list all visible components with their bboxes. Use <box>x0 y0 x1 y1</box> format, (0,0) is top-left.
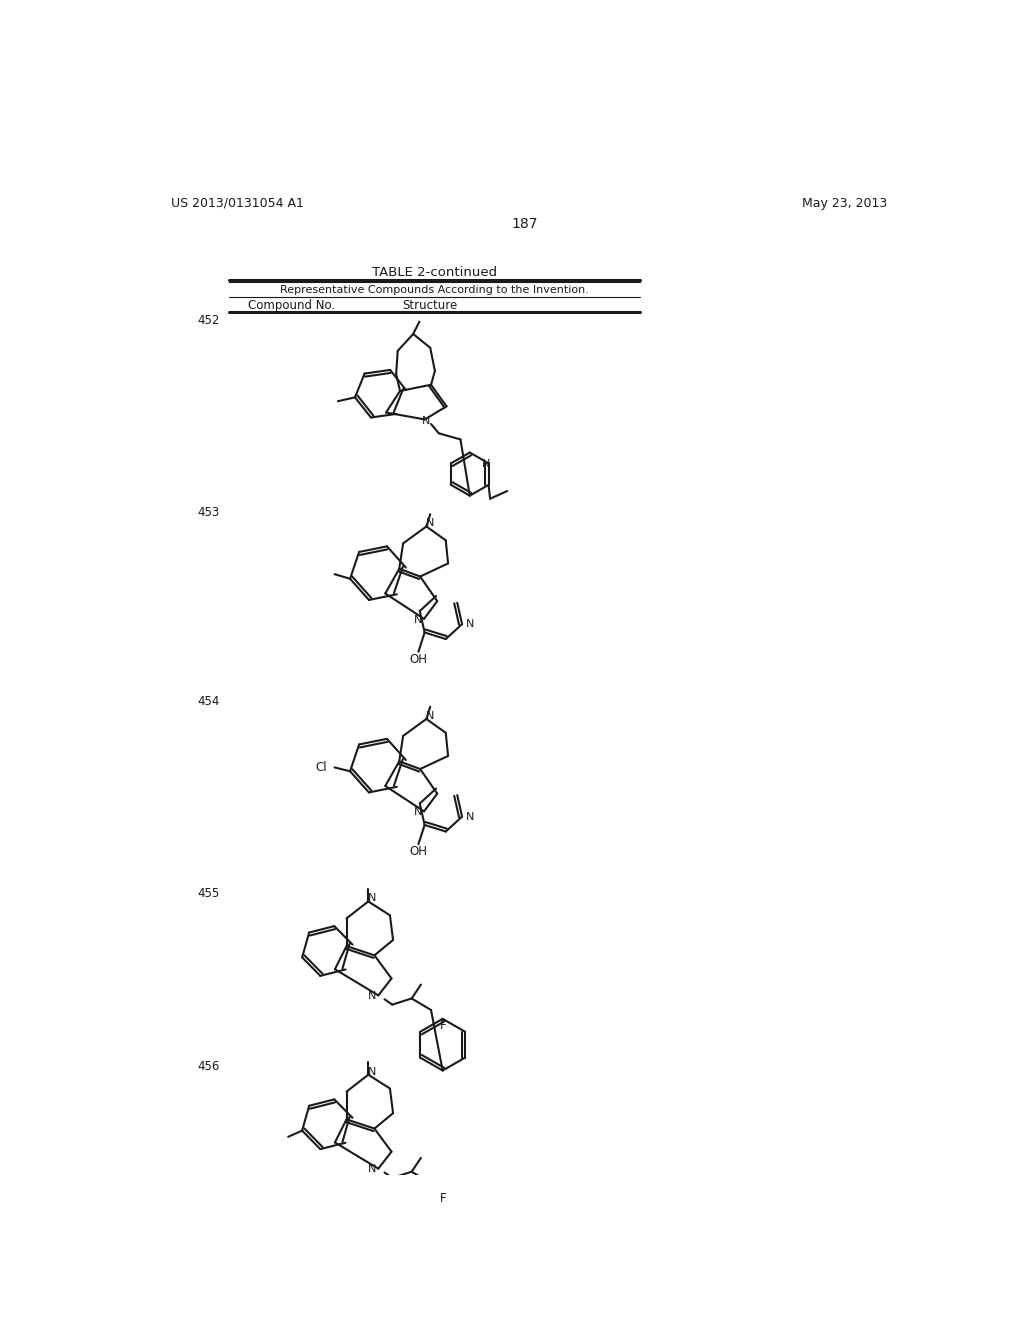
Text: 453: 453 <box>198 506 220 519</box>
Text: 455: 455 <box>198 887 220 900</box>
Text: May 23, 2013: May 23, 2013 <box>802 197 888 210</box>
Text: F: F <box>440 1019 446 1031</box>
Text: Structure: Structure <box>402 298 458 312</box>
Text: N: N <box>368 1164 376 1175</box>
Text: OH: OH <box>410 845 427 858</box>
Text: N: N <box>414 807 422 817</box>
Text: N: N <box>368 991 376 1001</box>
Text: US 2013/0131054 A1: US 2013/0131054 A1 <box>171 197 303 210</box>
Text: OH: OH <box>410 653 427 665</box>
Text: Cl: Cl <box>315 760 327 774</box>
Text: N: N <box>466 812 474 821</box>
Text: N: N <box>482 459 490 469</box>
Text: 452: 452 <box>198 314 220 326</box>
Text: 456: 456 <box>198 1060 220 1073</box>
Text: N: N <box>426 519 434 528</box>
Text: Compound No.: Compound No. <box>248 298 335 312</box>
Text: N: N <box>368 1067 376 1077</box>
Text: TABLE 2-continued: TABLE 2-continued <box>372 265 497 279</box>
Text: N: N <box>422 416 430 426</box>
Text: N: N <box>368 894 376 903</box>
Text: N: N <box>426 711 434 721</box>
Text: 454: 454 <box>198 694 220 708</box>
Text: F: F <box>440 1192 446 1205</box>
Text: 187: 187 <box>512 216 538 231</box>
Text: N: N <box>466 619 474 630</box>
Text: Representative Compounds According to the Invention.: Representative Compounds According to th… <box>280 285 589 296</box>
Text: N: N <box>414 615 422 624</box>
